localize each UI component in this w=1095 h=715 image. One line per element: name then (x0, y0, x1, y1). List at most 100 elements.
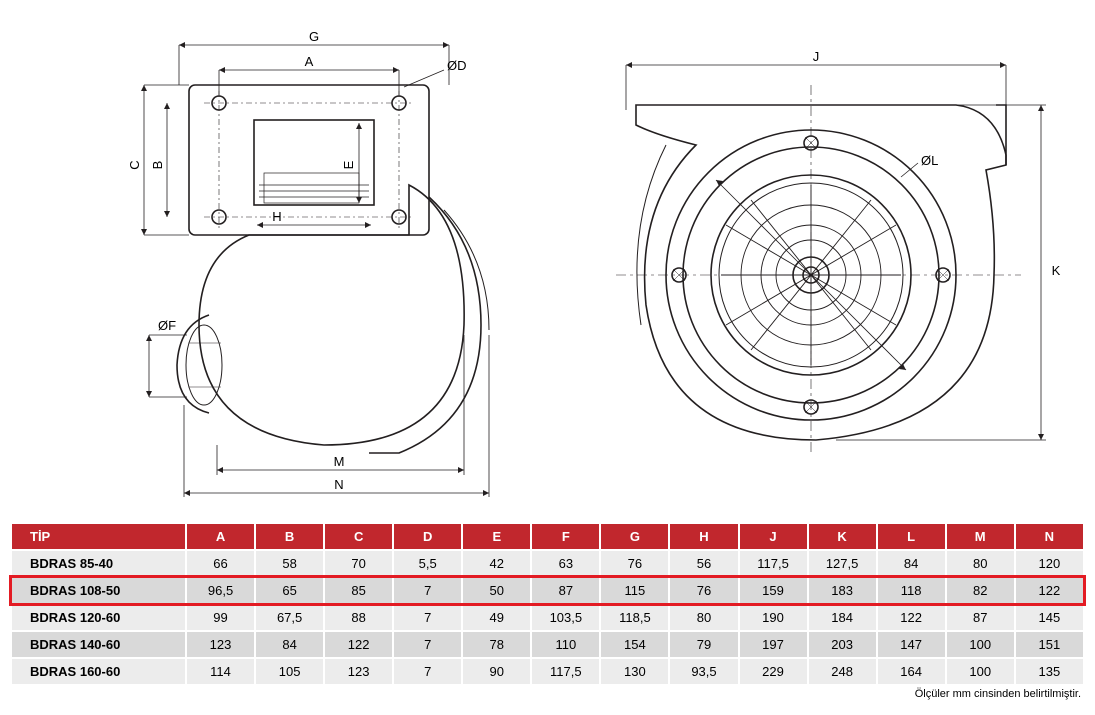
cell: 115 (600, 577, 669, 604)
cell: 120 (1015, 550, 1084, 577)
cell: 117,5 (531, 658, 600, 684)
cell: 80 (669, 604, 738, 631)
dim-A: A (304, 54, 313, 69)
cell: 85 (324, 577, 393, 604)
header-col-E: E (462, 524, 531, 550)
dim-H: H (272, 209, 281, 224)
dim-B: B (150, 161, 165, 170)
cell: 78 (462, 631, 531, 658)
cell: 145 (1015, 604, 1084, 631)
dim-N: N (334, 477, 343, 492)
cell: 70 (324, 550, 393, 577)
cell: 123 (186, 631, 255, 658)
drawing-front-view: G A ØD (10, 20, 548, 510)
dim-G: G (309, 29, 319, 44)
cell: 229 (739, 658, 808, 684)
cell: 42 (462, 550, 531, 577)
cell: 103,5 (531, 604, 600, 631)
cell: 118,5 (600, 604, 669, 631)
cell: 184 (808, 604, 877, 631)
header-col-C: C (324, 524, 393, 550)
header-col-M: M (946, 524, 1015, 550)
cell: 127,5 (808, 550, 877, 577)
header-col-N: N (1015, 524, 1084, 550)
cell: 96,5 (186, 577, 255, 604)
cell: 123 (324, 658, 393, 684)
header-col-G: G (600, 524, 669, 550)
cell: 122 (877, 604, 946, 631)
cell: 122 (324, 631, 393, 658)
cell: 63 (531, 550, 600, 577)
cell: 190 (739, 604, 808, 631)
header-col-A: A (186, 524, 255, 550)
cell: 66 (186, 550, 255, 577)
cell: 100 (946, 631, 1015, 658)
cell: 5,5 (393, 550, 462, 577)
technical-drawings: G A ØD (0, 0, 1095, 520)
cell: 93,5 (669, 658, 738, 684)
cell: 58 (255, 550, 324, 577)
header-col-D: D (393, 524, 462, 550)
cell: 50 (462, 577, 531, 604)
dimensions-table: TİP ABCDEFGHJKLMN BDRAS 85-406658705,542… (10, 524, 1085, 684)
dim-E: E (341, 160, 356, 169)
cell: 164 (877, 658, 946, 684)
cell: 117,5 (739, 550, 808, 577)
table-footnote: Ölçüler mm cinsinden belirtilmiştir. (0, 684, 1095, 700)
cell: 49 (462, 604, 531, 631)
cell: 88 (324, 604, 393, 631)
cell: 87 (946, 604, 1015, 631)
cell: 197 (739, 631, 808, 658)
cell-tip: BDRAS 120-60 (11, 604, 186, 631)
dim-L: ØL (921, 153, 938, 168)
table-row: BDRAS 85-406658705,542637656117,5127,584… (11, 550, 1084, 577)
cell: 135 (1015, 658, 1084, 684)
cell: 159 (739, 577, 808, 604)
cell: 84 (255, 631, 324, 658)
cell: 105 (255, 658, 324, 684)
cell: 122 (1015, 577, 1084, 604)
dim-C: C (127, 160, 142, 169)
cell: 114 (186, 658, 255, 684)
cell-tip: BDRAS 160-60 (11, 658, 186, 684)
header-col-J: J (739, 524, 808, 550)
dim-M: M (333, 454, 344, 469)
cell: 80 (946, 550, 1015, 577)
header-col-K: K (808, 524, 877, 550)
cell: 87 (531, 577, 600, 604)
dim-F: ØF (158, 318, 176, 333)
cell: 7 (393, 577, 462, 604)
cell: 90 (462, 658, 531, 684)
table-row: BDRAS 140-601238412277811015479197203147… (11, 631, 1084, 658)
cell: 76 (600, 550, 669, 577)
dim-D: ØD (447, 58, 467, 73)
front-view-svg: G A ØD (49, 25, 509, 505)
cell: 183 (808, 577, 877, 604)
cell: 130 (600, 658, 669, 684)
header-col-F: F (531, 524, 600, 550)
dim-J: J (813, 49, 820, 64)
cell-tip: BDRAS 108-50 (11, 577, 186, 604)
cell: 248 (808, 658, 877, 684)
header-col-L: L (877, 524, 946, 550)
dim-K: K (1052, 263, 1061, 278)
cell: 76 (669, 577, 738, 604)
side-view-svg: J (556, 25, 1076, 505)
table-row: BDRAS 108-5096,5658575087115761591831188… (11, 577, 1084, 604)
cell: 79 (669, 631, 738, 658)
cell: 118 (877, 577, 946, 604)
drawing-side-view: J (548, 20, 1086, 510)
cell-tip: BDRAS 140-60 (11, 631, 186, 658)
cell: 67,5 (255, 604, 324, 631)
cell: 65 (255, 577, 324, 604)
header-col-B: B (255, 524, 324, 550)
cell: 99 (186, 604, 255, 631)
cell: 7 (393, 658, 462, 684)
cell: 110 (531, 631, 600, 658)
cell: 147 (877, 631, 946, 658)
table-header-row: TİP ABCDEFGHJKLMN (11, 524, 1084, 550)
table-row: BDRAS 160-60114105123790117,513093,52292… (11, 658, 1084, 684)
header-tip: TİP (11, 524, 186, 550)
cell: 84 (877, 550, 946, 577)
header-col-H: H (669, 524, 738, 550)
